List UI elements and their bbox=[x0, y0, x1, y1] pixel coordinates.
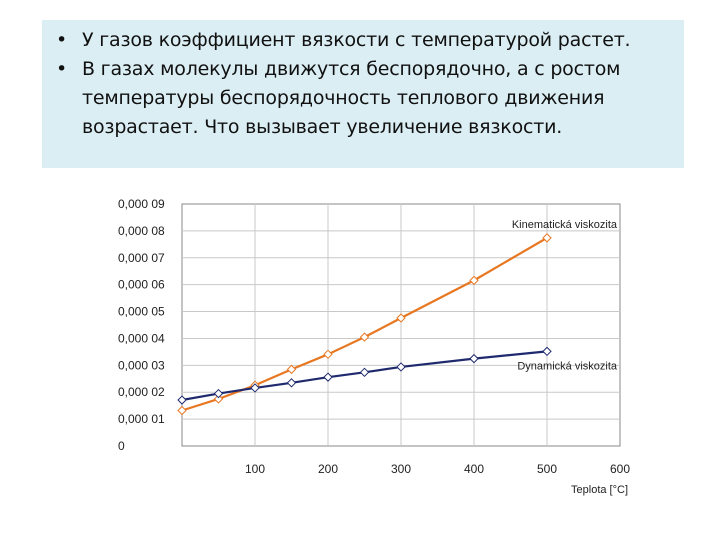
data-point-marker bbox=[286, 364, 297, 375]
data-point-marker bbox=[286, 378, 297, 388]
data-point-marker bbox=[542, 346, 552, 357]
x-tick-label: 500 bbox=[537, 462, 557, 476]
y-tick-label: 0,000 07 bbox=[118, 251, 165, 265]
data-point-marker bbox=[359, 367, 370, 378]
y-tick-label: 0,000 04 bbox=[118, 331, 165, 345]
x-tick-label: 400 bbox=[464, 462, 484, 476]
y-tick-label: 0,000 09 bbox=[118, 197, 165, 211]
y-tick-label: 0,000 03 bbox=[118, 358, 165, 372]
y-tick-label: 0,000 01 bbox=[118, 412, 165, 426]
bullet-text-2: В газах молекулы движутся беспорядочно, … bbox=[82, 58, 621, 138]
y-tick-label: 0,000 06 bbox=[118, 278, 165, 292]
bullet-text-box: • У газов коэффициент вязкости с темпера… bbox=[42, 20, 684, 168]
series-kinematic: Kinematická viskozita bbox=[177, 219, 618, 416]
data-point-marker bbox=[469, 353, 479, 364]
x-tick-label: 200 bbox=[318, 462, 338, 476]
y-tick-label: 0,000 08 bbox=[118, 224, 165, 238]
y-tick-label: 0 bbox=[118, 439, 125, 453]
data-point-marker bbox=[323, 372, 333, 382]
data-point-marker bbox=[359, 332, 370, 342]
x-tick-label: 600 bbox=[610, 462, 630, 476]
data-point-marker bbox=[396, 362, 406, 372]
bullet-symbol: • bbox=[56, 29, 68, 51]
data-point-marker bbox=[250, 383, 260, 393]
data-point-marker bbox=[542, 233, 552, 243]
bullet-item-2: • В газах молекулы движутся беспорядочно… bbox=[52, 55, 676, 142]
bullet-item-1: • У газов коэффициент вязкости с темпера… bbox=[52, 26, 676, 55]
data-point-marker bbox=[396, 313, 406, 323]
x-tick-label: 100 bbox=[245, 462, 265, 476]
series-label: Dynamická viskozita bbox=[517, 360, 618, 372]
y-tick-label: 0,000 02 bbox=[118, 385, 165, 399]
x-tick-label: 300 bbox=[391, 462, 411, 476]
data-point-marker bbox=[213, 388, 224, 399]
y-tick-label: 0,000 05 bbox=[118, 305, 165, 319]
bullet-text-1: У газов коэффициент вязкости с температу… bbox=[82, 29, 631, 51]
data-point-marker bbox=[177, 405, 187, 416]
bullet-symbol: • bbox=[56, 58, 68, 80]
data-point-marker bbox=[323, 349, 333, 360]
x-axis-label: Teplota [°C] bbox=[571, 484, 628, 496]
series-label: Kinematická viskozita bbox=[512, 219, 618, 231]
data-point-marker bbox=[469, 275, 479, 286]
data-point-marker bbox=[213, 394, 224, 404]
data-point-marker bbox=[177, 395, 187, 405]
series-dynamic: Dynamická viskozita bbox=[177, 346, 618, 405]
